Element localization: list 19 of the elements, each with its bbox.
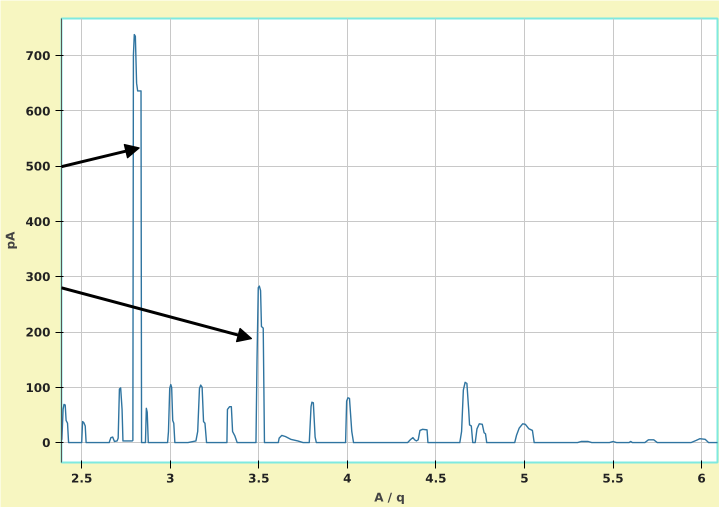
x-tick-label: 4.5	[425, 472, 447, 486]
line-series	[62, 34, 718, 444]
y-tick-label: 200	[25, 326, 51, 340]
y-axis-title: pA	[3, 230, 18, 250]
y-tick-label: 600	[25, 104, 51, 118]
y-tick-label: 300	[25, 270, 51, 284]
y-tick-label: 500	[25, 160, 51, 174]
x-tick-label: 2.5	[71, 472, 92, 486]
x-tick-label: 5	[520, 472, 529, 486]
x-tick-label: 3	[166, 472, 174, 486]
y-tick-label: 0	[42, 436, 51, 450]
x-tick-label: 3.5	[248, 472, 270, 486]
y-tick-label: 400	[25, 214, 51, 229]
x-tick-label: 4	[343, 472, 352, 486]
y-tick-label: 700	[25, 49, 51, 64]
y-tick-label: 100	[25, 380, 51, 395]
x-axis-title: A / q	[374, 490, 405, 504]
x-tick-label: 6	[697, 472, 706, 486]
x-tick-label: 5.5	[602, 472, 624, 486]
